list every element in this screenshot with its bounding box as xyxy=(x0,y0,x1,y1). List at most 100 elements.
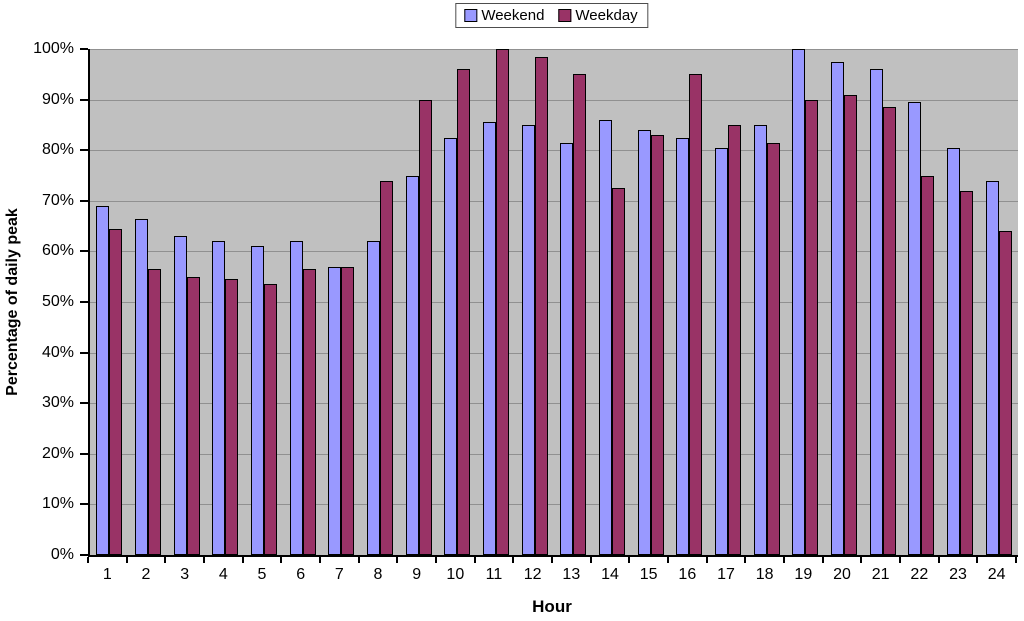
bar-group-hour-1 xyxy=(90,49,129,555)
y-tick-mark-80 xyxy=(80,149,88,152)
bar-weekday-hour-12 xyxy=(534,56,548,555)
bar-weekday-hour-20 xyxy=(843,94,857,555)
x-tick-mark-12 xyxy=(551,557,553,563)
x-tick-mark-9 xyxy=(435,557,437,563)
x-tick-labels: 1 2 3 4 5 6 7 8 9 10 11 12 13 14 15 16 17 18 19 20 21 22 23 24 xyxy=(88,565,1016,585)
x-tick-label-23: 23 xyxy=(949,566,967,583)
legend-label: Weekday xyxy=(575,7,638,24)
bar-group-hour-4 xyxy=(206,49,245,555)
gridline-20 xyxy=(90,453,1018,455)
bar-weekday-hour-11 xyxy=(495,49,509,555)
legend-swatch-weekday xyxy=(558,9,572,22)
x-tick-mark-8 xyxy=(396,557,399,563)
bar-group-hour-10 xyxy=(438,49,477,555)
x-tick-label-7: 7 xyxy=(334,566,344,583)
x-tick-label-20: 20 xyxy=(833,566,851,583)
x-tick-label-14: 14 xyxy=(601,566,619,583)
bar-weekday-hour-9 xyxy=(418,99,432,555)
y-tick-label-80: 80% xyxy=(41,141,74,159)
x-tick-mark-14 xyxy=(628,557,631,563)
bar-group-hour-19 xyxy=(786,49,825,555)
bar-weekend-hour-20 xyxy=(830,61,844,555)
x-tick-label-2: 2 xyxy=(141,566,151,583)
x-tick-mark-18 xyxy=(783,557,785,563)
bar-weekend-hour-3 xyxy=(173,236,187,555)
bar-weekday-hour-5 xyxy=(263,284,277,555)
x-tick-label-16: 16 xyxy=(678,566,697,583)
bar-weekend-hour-2 xyxy=(134,218,148,555)
x-tick-label-17: 17 xyxy=(717,566,735,583)
bar-weekday-hour-19 xyxy=(805,99,819,555)
bar-weekend-hour-11 xyxy=(482,122,496,555)
x-tick-mark-17 xyxy=(744,557,747,563)
x-tick-label-13: 13 xyxy=(562,566,581,583)
bar-group-hour-18 xyxy=(747,49,786,555)
y-tick-mark-50 xyxy=(80,301,88,303)
bar-weekend-hour-24 xyxy=(985,180,999,555)
bar-weekend-hour-6 xyxy=(289,241,303,555)
legend-swatch-weekend xyxy=(464,9,478,22)
x-tick-label-19: 19 xyxy=(794,566,813,583)
bar-weekend-hour-12 xyxy=(521,124,535,555)
bar-weekend-hour-23 xyxy=(946,147,960,555)
x-tick-label-12: 12 xyxy=(523,566,542,583)
bar-weekday-hour-22 xyxy=(921,175,935,555)
y-tick-label-20: 20% xyxy=(41,444,74,462)
bar-weekday-hour-7 xyxy=(341,266,355,555)
x-tick-label-4: 4 xyxy=(218,566,228,583)
y-tick-label-50: 50% xyxy=(41,293,74,310)
x-tick-mark-11 xyxy=(512,557,515,563)
bar-weekday-hour-23 xyxy=(959,190,973,555)
bar-weekend-hour-14 xyxy=(598,119,612,555)
x-tick-marks xyxy=(87,557,1017,563)
y-tick-label-90: 90% xyxy=(41,90,74,108)
bar-weekday-hour-15 xyxy=(650,135,664,555)
gridline-50 xyxy=(90,302,1018,303)
bar-group-hour-9 xyxy=(399,49,438,555)
x-tick-label-22: 22 xyxy=(910,566,929,583)
legend: Weekend Weekday xyxy=(455,3,649,28)
bar-weekend-hour-4 xyxy=(212,241,226,555)
x-tick-label-21: 21 xyxy=(871,566,890,583)
x-tick-mark-10 xyxy=(473,557,476,563)
bar-group-hour-22 xyxy=(902,49,941,555)
x-tick-mark-0 xyxy=(87,557,89,563)
gridline-60 xyxy=(90,251,1018,253)
bar-weekday-hour-1 xyxy=(109,228,123,555)
x-tick-mark-1 xyxy=(125,557,128,563)
x-tick-mark-6 xyxy=(319,557,321,563)
x-tick-label-15: 15 xyxy=(639,566,658,583)
bar-weekday-hour-18 xyxy=(766,142,780,555)
x-tick-mark-3 xyxy=(203,557,205,563)
y-tick-mark-10 xyxy=(80,503,88,506)
bar-weekend-hour-18 xyxy=(753,124,767,555)
bar-weekend-hour-7 xyxy=(328,266,342,555)
bar-weekday-hour-6 xyxy=(302,269,316,555)
x-tick-label-18: 18 xyxy=(755,566,774,583)
bar-weekday-hour-16 xyxy=(689,74,703,555)
bar-weekend-hour-15 xyxy=(637,129,651,555)
y-tick-label-30: 30% xyxy=(41,394,74,412)
y-tick-label-100: 100% xyxy=(33,40,74,57)
bar-group-hour-8 xyxy=(361,49,400,555)
bar-weekend-hour-13 xyxy=(560,142,574,555)
gridline-80 xyxy=(90,150,1018,152)
y-tick-label-0: 0% xyxy=(50,546,74,563)
bar-group-hour-15 xyxy=(631,49,670,555)
y-tick-mark-60 xyxy=(80,250,88,253)
legend-item-weekend: Weekend xyxy=(464,7,544,24)
bar-weekend-hour-1 xyxy=(96,205,110,555)
bar-weekday-hour-21 xyxy=(882,107,896,555)
x-tick-mark-7 xyxy=(357,557,360,563)
x-tick-mark-5 xyxy=(280,557,283,563)
bar-weekday-hour-8 xyxy=(379,180,393,555)
bar-weekday-hour-14 xyxy=(611,188,625,555)
bar-group-hour-3 xyxy=(167,49,206,555)
bar-weekend-hour-19 xyxy=(792,49,806,555)
bar-weekend-hour-9 xyxy=(405,175,419,555)
bar-group-hour-12 xyxy=(515,49,554,555)
gridline-30 xyxy=(90,403,1018,405)
y-tick-mark-100 xyxy=(80,48,88,50)
bar-weekend-hour-10 xyxy=(444,137,458,555)
bar-weekend-hour-16 xyxy=(676,137,690,555)
